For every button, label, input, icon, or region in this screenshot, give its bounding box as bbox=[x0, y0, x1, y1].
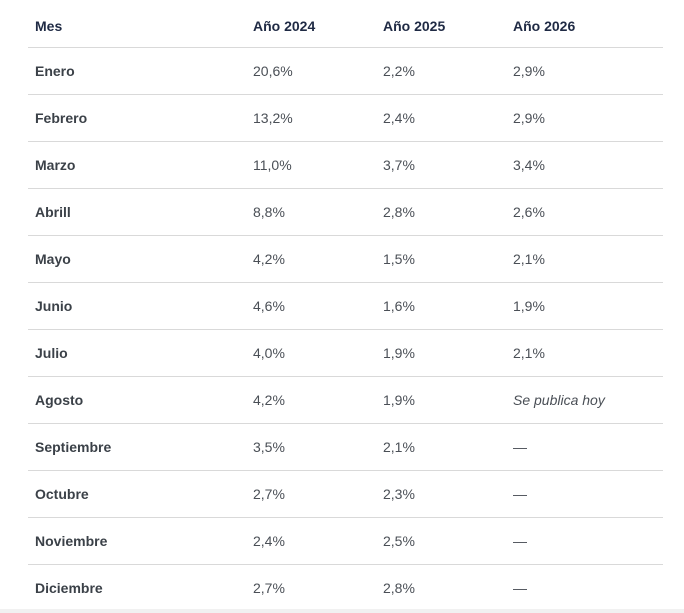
header-year-2024: Año 2024 bbox=[246, 4, 376, 48]
value-2025-cell: 1,9% bbox=[376, 376, 506, 424]
value-2025-cell: 3,7% bbox=[376, 141, 506, 189]
table-header: Mes Año 2024 Año 2025 Año 2026 bbox=[28, 4, 663, 48]
value-2026-cell: — bbox=[506, 517, 663, 565]
value-2024-cell: 2,7% bbox=[246, 470, 376, 518]
value-2026-cell: 2,1% bbox=[506, 329, 663, 377]
month-cell: Marzo bbox=[28, 141, 246, 189]
value-2024-cell: 4,0% bbox=[246, 329, 376, 377]
value-2026-cell: 2,9% bbox=[506, 94, 663, 142]
value-2024-cell: 8,8% bbox=[246, 188, 376, 236]
month-cell: Enero bbox=[28, 47, 246, 95]
value-2025-cell: 2,3% bbox=[376, 470, 506, 518]
value-2025-cell: 1,6% bbox=[376, 282, 506, 330]
value-2025-cell: 1,9% bbox=[376, 329, 506, 377]
value-2024-cell: 20,6% bbox=[246, 47, 376, 95]
table-row: Noviembre 2,4% 2,5% — bbox=[28, 517, 663, 565]
month-cell: Octubre bbox=[28, 470, 246, 518]
value-2026-cell: 2,1% bbox=[506, 235, 663, 283]
value-2024-cell: 2,7% bbox=[253, 580, 285, 596]
value-2025-cell: 2,1% bbox=[376, 423, 506, 471]
table-row: Octubre 2,7% 2,3% — bbox=[28, 470, 663, 518]
table-row: Diciembre 2,7% 2,8% — bbox=[28, 565, 663, 612]
value-2024-cell: 4,2% bbox=[246, 235, 376, 283]
value-2025-cell: 2,2% bbox=[376, 47, 506, 95]
month-cell: Septiembre bbox=[28, 423, 246, 471]
value-2026-cell: 1,9% bbox=[506, 282, 663, 330]
table-row: Junio 4,6% 1,6% 1,9% bbox=[28, 282, 663, 330]
header-month: Mes bbox=[28, 4, 246, 48]
value-2026-pending-cell: Se publica hoy bbox=[506, 376, 663, 424]
month-cell: Febrero bbox=[28, 94, 246, 142]
value-2025-cell: 2,8% bbox=[383, 580, 415, 596]
value-2025-cell: 2,8% bbox=[376, 188, 506, 236]
value-2024-cell: 3,5% bbox=[246, 423, 376, 471]
value-2024-cell: 4,2% bbox=[246, 376, 376, 424]
table-row: Marzo 11,0% 3,7% 3,4% bbox=[28, 141, 663, 189]
table-row: Agosto 4,2% 1,9% Se publica hoy bbox=[28, 376, 663, 424]
month-cell: Julio bbox=[28, 329, 246, 377]
value-2026-cell: 3,4% bbox=[506, 141, 663, 189]
header-row: Mes Año 2024 Año 2025 Año 2026 bbox=[28, 4, 663, 48]
bottom-divider bbox=[0, 609, 684, 613]
value-2026-cell: — bbox=[506, 470, 663, 518]
value-2024-cell: 2,4% bbox=[246, 517, 376, 565]
table-row: Septiembre 3,5% 2,1% — bbox=[28, 423, 663, 471]
table-row: Febrero 13,2% 2,4% 2,9% bbox=[28, 94, 663, 142]
value-2024-cell: 11,0% bbox=[246, 141, 376, 189]
header-year-2026: Año 2026 bbox=[506, 4, 663, 48]
value-2025-cell: 2,4% bbox=[376, 94, 506, 142]
month-cell: Agosto bbox=[28, 376, 246, 424]
value-2026-cell: 2,9% bbox=[506, 47, 663, 95]
month-cell: Junio bbox=[28, 282, 246, 330]
value-2024-cell: 4,6% bbox=[246, 282, 376, 330]
value-2026-cell: — bbox=[513, 580, 527, 596]
table-body: Enero 20,6% 2,2% 2,9% Febrero 13,2% 2,4%… bbox=[28, 47, 663, 612]
table-row: Enero 20,6% 2,2% 2,9% bbox=[28, 47, 663, 95]
value-2025-cell: 2,5% bbox=[376, 517, 506, 565]
value-2025-cell: 1,5% bbox=[376, 235, 506, 283]
value-2024-cell: 13,2% bbox=[246, 94, 376, 142]
month-cell: Noviembre bbox=[28, 517, 246, 565]
value-2026-cell: — bbox=[506, 423, 663, 471]
month-cell: Mayo bbox=[28, 235, 246, 283]
table-row: Julio 4,0% 1,9% 2,1% bbox=[28, 329, 663, 377]
header-year-2025: Año 2025 bbox=[376, 4, 506, 48]
month-cell: Abrill bbox=[28, 188, 246, 236]
table-row: Abrill 8,8% 2,8% 2,6% bbox=[28, 188, 663, 236]
inflation-table: Mes Año 2024 Año 2025 Año 2026 Enero 20,… bbox=[28, 4, 663, 611]
value-2026-cell: 2,6% bbox=[506, 188, 663, 236]
month-cell: Diciembre bbox=[35, 580, 103, 596]
table-row: Mayo 4,2% 1,5% 2,1% bbox=[28, 235, 663, 283]
